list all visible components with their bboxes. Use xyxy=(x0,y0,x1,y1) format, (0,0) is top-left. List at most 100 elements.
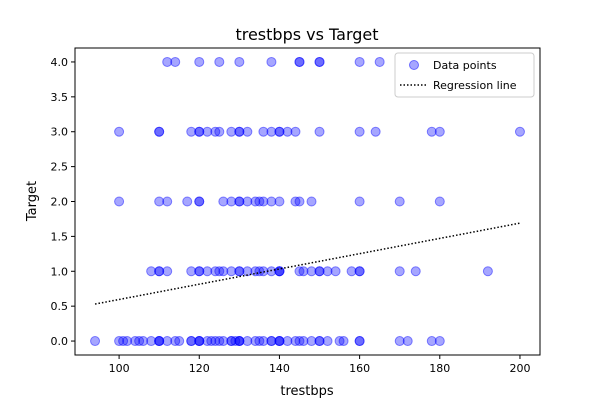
data-point xyxy=(298,336,309,347)
data-point xyxy=(290,196,301,207)
data-point xyxy=(194,126,205,137)
data-point xyxy=(314,336,325,347)
data-point xyxy=(146,336,157,347)
data-point xyxy=(214,266,225,277)
data-point xyxy=(266,266,277,277)
data-point xyxy=(202,126,213,137)
data-point xyxy=(118,336,129,347)
data-point xyxy=(314,266,325,277)
legend-label-regression-line: Regression line xyxy=(433,79,517,92)
data-point xyxy=(242,196,253,207)
data-point xyxy=(322,266,333,277)
data-point xyxy=(218,266,229,277)
data-point xyxy=(354,266,365,277)
data-point xyxy=(154,336,165,347)
data-point xyxy=(266,336,277,347)
data-point xyxy=(202,266,213,277)
data-point xyxy=(214,56,225,67)
data-point xyxy=(162,336,173,347)
plot-area xyxy=(90,56,525,347)
chart-title: trestbps vs Target xyxy=(235,25,378,44)
x-axis-label: trestbps xyxy=(280,384,334,399)
data-point xyxy=(258,336,269,347)
data-point xyxy=(354,126,365,137)
y-tick-label: 1.5 xyxy=(51,230,69,243)
data-point xyxy=(242,336,253,347)
y-tick-label: 2.0 xyxy=(51,196,69,209)
data-point xyxy=(206,336,217,347)
data-point xyxy=(290,126,301,137)
data-point xyxy=(194,336,205,347)
data-point xyxy=(130,336,141,347)
data-point xyxy=(274,126,285,137)
data-point xyxy=(306,266,317,277)
data-point xyxy=(226,336,237,347)
data-point xyxy=(90,336,101,347)
data-point xyxy=(374,56,385,67)
data-point xyxy=(114,336,125,347)
x-tick-label: 140 xyxy=(269,362,290,375)
data-point xyxy=(282,126,293,137)
data-point xyxy=(186,336,197,347)
data-point xyxy=(170,336,181,347)
data-point xyxy=(370,126,381,137)
data-point xyxy=(322,336,333,347)
y-tick-label: 3.0 xyxy=(51,126,69,139)
data-point xyxy=(394,266,405,277)
data-point xyxy=(294,56,305,67)
data-point xyxy=(298,266,309,277)
y-tick-label: 1.0 xyxy=(51,265,69,278)
data-point xyxy=(154,126,165,137)
data-point xyxy=(274,126,285,137)
y-axis: 0.0 0.5 1.0 1.5 2.0 2.5 3.0 3.5 4.0 xyxy=(51,56,75,348)
legend: Data points Regression line xyxy=(394,52,535,98)
data-point xyxy=(154,336,165,347)
y-tick-label: 3.5 xyxy=(51,91,69,104)
data-point xyxy=(314,126,325,137)
data-point xyxy=(170,56,181,67)
data-point xyxy=(210,266,221,277)
data-point xyxy=(234,336,245,347)
legend-label-data-points: Data points xyxy=(433,59,497,72)
data-point xyxy=(214,336,225,347)
data-point xyxy=(210,336,221,347)
data-point xyxy=(394,336,405,347)
data-point xyxy=(154,266,165,277)
data-point xyxy=(182,196,193,207)
data-point xyxy=(282,336,293,347)
data-point xyxy=(194,196,205,207)
data-point xyxy=(434,336,445,347)
data-point xyxy=(226,336,237,347)
x-tick-label: 200 xyxy=(509,362,530,375)
data-point xyxy=(174,336,185,347)
data-point xyxy=(338,336,349,347)
data-point xyxy=(410,266,421,277)
data-point xyxy=(250,196,261,207)
y-tick-label: 0.5 xyxy=(51,300,69,313)
y-tick-label: 2.5 xyxy=(51,161,69,174)
data-point xyxy=(194,266,205,277)
data-point xyxy=(218,196,229,207)
data-point xyxy=(226,266,237,277)
data-point xyxy=(306,336,317,347)
data-point xyxy=(254,336,265,347)
data-point xyxy=(154,336,165,347)
data-point xyxy=(294,336,305,347)
y-tick-label: 0.0 xyxy=(51,335,69,348)
data-point xyxy=(234,266,245,277)
data-point xyxy=(434,126,445,137)
data-point xyxy=(194,196,205,207)
data-point xyxy=(354,266,365,277)
data-point xyxy=(266,126,277,137)
data-point xyxy=(354,196,365,207)
data-point xyxy=(114,126,125,137)
data-point xyxy=(234,196,245,207)
data-point xyxy=(242,126,253,137)
data-point xyxy=(294,196,305,207)
x-tick-label: 180 xyxy=(429,362,450,375)
data-point xyxy=(226,196,237,207)
x-tick-label: 100 xyxy=(109,362,130,375)
data-point xyxy=(250,336,261,347)
data-point xyxy=(218,336,229,347)
